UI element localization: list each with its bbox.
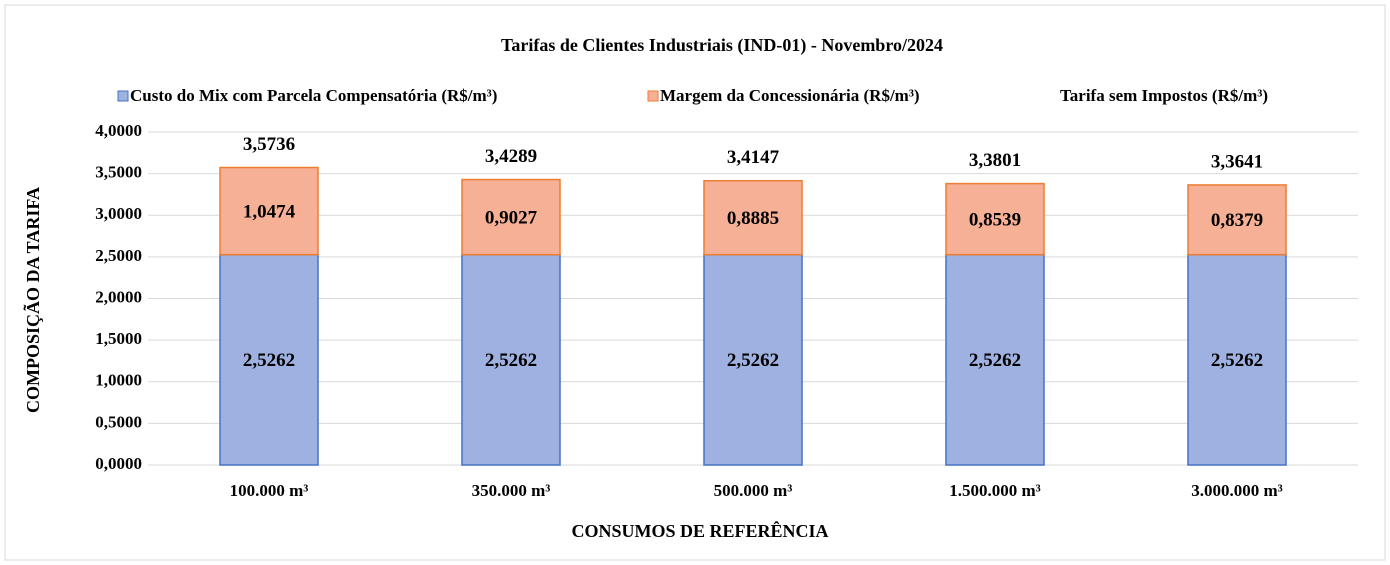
data-label: 1,0474 — [243, 201, 296, 222]
bar — [1187, 184, 1287, 256]
data-label: 0,8885 — [727, 208, 779, 229]
bar — [461, 178, 561, 256]
legend-label: Tarifa sem Impostos (R$/m³) — [1060, 86, 1268, 105]
y-tick-label: 1,5000 — [95, 329, 142, 348]
bar — [461, 253, 561, 466]
y-tick-label: 0,5000 — [95, 412, 142, 431]
legend-label: Margem da Concessionária (R$/m³) — [660, 86, 920, 105]
bar — [703, 179, 803, 256]
x-tick-label: 100.000 m³ — [230, 481, 309, 500]
bar — [703, 253, 803, 466]
x-axis-title: CONSUMOS DE REFERÊNCIA — [571, 520, 828, 541]
data-label: 0,8379 — [1211, 210, 1263, 231]
data-label: 0,9027 — [485, 207, 538, 228]
bar — [1187, 253, 1287, 466]
legend-label: Custo do Mix com Parcela Compensatória (… — [130, 86, 497, 105]
chart-title: Tarifas de Clientes Industriais (IND-01)… — [501, 35, 943, 56]
data-label: 3,3801 — [969, 150, 1021, 171]
y-tick-label: 2,5000 — [95, 246, 142, 265]
bar — [945, 182, 1045, 256]
y-tick-label: 2,0000 — [95, 287, 142, 306]
y-tick-label: 1,0000 — [95, 371, 142, 390]
bar — [219, 253, 319, 466]
y-tick-label: 3,0000 — [95, 204, 142, 223]
x-tick-label: 500.000 m³ — [714, 481, 793, 500]
y-tick-label: 0,0000 — [95, 454, 142, 473]
data-label: 3,3641 — [1211, 151, 1263, 172]
x-tick-label: 3.000.000 m³ — [1191, 481, 1283, 500]
y-axis-title: COMPOSIÇÃO DA TARIFA — [22, 187, 43, 413]
data-label: 3,5736 — [243, 134, 295, 155]
bar — [219, 166, 319, 256]
data-label: 2,5262 — [243, 350, 295, 371]
y-tick-label: 3,5000 — [95, 163, 142, 182]
legend-swatch — [117, 90, 129, 102]
bar — [945, 253, 1045, 466]
data-label: 2,5262 — [485, 350, 537, 371]
data-label: 2,5262 — [969, 350, 1021, 371]
legend-swatch — [647, 90, 659, 102]
x-tick-label: 1.500.000 m³ — [949, 481, 1041, 500]
data-label: 3,4147 — [727, 147, 780, 168]
y-tick-label: 4,0000 — [95, 121, 142, 140]
data-label: 2,5262 — [727, 350, 779, 371]
data-label: 2,5262 — [1211, 350, 1263, 371]
data-label: 3,4289 — [485, 146, 537, 167]
data-label: 0,8539 — [969, 210, 1021, 231]
x-tick-label: 350.000 m³ — [472, 481, 551, 500]
